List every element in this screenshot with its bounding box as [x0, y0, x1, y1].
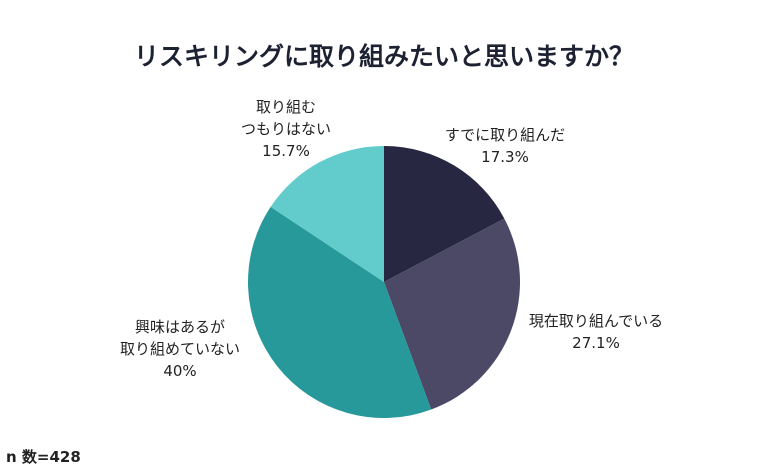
slice-label-line: 現在取り組んでいる	[529, 312, 663, 330]
pie-slice-1	[384, 146, 505, 282]
slice-label-line: つもりはない	[241, 120, 331, 138]
slice-label-line: 取り組めていない	[120, 340, 240, 358]
pie-slices	[247, 146, 520, 419]
slice-label-1: すでに取り組んだ 17.3%	[445, 126, 565, 166]
slice-value-label: 15.7%	[262, 142, 310, 160]
pie-slice-4	[270, 146, 384, 282]
pie-slice-3	[247, 206, 432, 419]
sample-size-note: n 数=428	[6, 448, 81, 466]
chart-title: リスキリングに取り組みたいと思いますか？	[134, 42, 634, 71]
slice-label-line: 取り組む	[256, 98, 316, 116]
slice-value-label: 17.3%	[481, 148, 529, 166]
slice-label-line: すでに取り組んだ	[445, 126, 565, 144]
slice-value-label: 40%	[163, 362, 196, 380]
slice-label-line: 興味はあるが	[135, 318, 225, 336]
slice-label-3: 興味はあるが取り組めていない 40%	[120, 318, 240, 380]
slice-label-2: 現在取り組んでいる 27.1%	[529, 312, 663, 352]
slice-value-label: 27.1%	[572, 334, 620, 352]
pie-slice-2	[384, 218, 520, 410]
slice-label-4: 取り組むつもりはない 15.7%	[241, 98, 331, 160]
pie-labels: すでに取り組んだ 17.3% 現在取り組んでいる 27.1% 興味はあるが取り組めていな…	[120, 98, 663, 380]
